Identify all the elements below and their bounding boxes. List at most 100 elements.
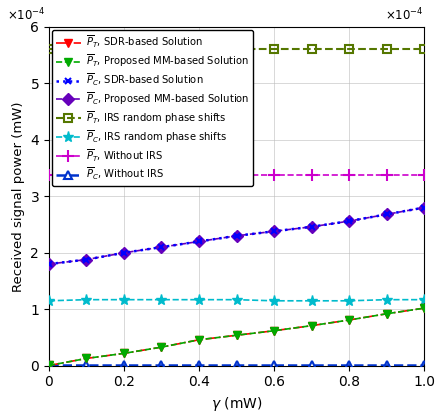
$\overline{P}_T$, Without IRS	[271, 172, 277, 177]
$\overline{P}_C$, IRS random phase shifts	[121, 297, 126, 302]
$\overline{P}_T$, Without IRS	[234, 172, 239, 177]
Line: $\overline{P}_C$, IRS random phase shifts: $\overline{P}_C$, IRS random phase shift…	[43, 294, 430, 306]
$\overline{P}_T$, SDR-based Solution	[196, 337, 202, 342]
$\overline{P}_C$, IRS random phase shifts	[347, 298, 352, 303]
$\overline{P}_T$, IRS random phase shifts	[234, 47, 239, 52]
$\overline{P}_C$, Proposed MM-based Solution	[121, 250, 126, 255]
$\overline{P}_C$, IRS random phase shifts	[309, 298, 314, 303]
$\overline{P}_T$, Without IRS	[84, 172, 89, 177]
Line: $\overline{P}_T$, IRS random phase shifts: $\overline{P}_T$, IRS random phase shift…	[45, 45, 428, 53]
Line: $\overline{P}_C$, Proposed MM-based Solution: $\overline{P}_C$, Proposed MM-based Solu…	[45, 203, 428, 268]
$\overline{P}_T$, Proposed MM-based Solution	[347, 318, 352, 323]
$\overline{P}_C$, Without IRS	[271, 362, 277, 367]
$\overline{P}_C$, Proposed MM-based Solution	[347, 219, 352, 224]
$\overline{P}_T$, Without IRS	[46, 172, 52, 177]
Text: $\times10^{-4}$: $\times10^{-4}$	[385, 7, 424, 24]
$\overline{P}_C$, Without IRS	[309, 362, 314, 367]
$\overline{P}_C$, Proposed MM-based Solution	[46, 262, 52, 267]
$\overline{P}_T$, IRS random phase shifts	[159, 47, 164, 52]
$\overline{P}_C$, Proposed MM-based Solution	[384, 212, 389, 217]
$\overline{P}_T$, SDR-based Solution	[421, 306, 427, 311]
$\overline{P}_T$, Without IRS	[347, 172, 352, 177]
$\overline{P}_C$, Proposed MM-based Solution	[159, 244, 164, 249]
Line: $\overline{P}_T$, SDR-based Solution: $\overline{P}_T$, SDR-based Solution	[45, 304, 428, 369]
$\overline{P}_T$, IRS random phase shifts	[421, 47, 427, 52]
$\overline{P}_T$, Proposed MM-based Solution	[421, 306, 427, 311]
Line: $\overline{P}_C$, Without IRS: $\overline{P}_C$, Without IRS	[45, 360, 428, 369]
$\overline{P}_C$, SDR-based Solution	[159, 244, 164, 249]
$\overline{P}_C$, Proposed MM-based Solution	[84, 257, 89, 262]
$\overline{P}_C$, SDR-based Solution	[384, 212, 389, 217]
$\overline{P}_C$, Proposed MM-based Solution	[234, 233, 239, 238]
$\overline{P}_T$, SDR-based Solution	[234, 333, 239, 338]
$\overline{P}_T$, SDR-based Solution	[347, 318, 352, 323]
$\overline{P}_T$, SDR-based Solution	[384, 311, 389, 316]
$\overline{P}_T$, IRS random phase shifts	[347, 47, 352, 52]
Text: $\times10^{-4}$: $\times10^{-4}$	[7, 7, 45, 24]
$\overline{P}_C$, SDR-based Solution	[121, 250, 126, 255]
X-axis label: $\gamma$ (mW): $\gamma$ (mW)	[211, 395, 262, 413]
$\overline{P}_T$, Proposed MM-based Solution	[309, 323, 314, 328]
$\overline{P}_T$, IRS random phase shifts	[196, 47, 202, 52]
$\overline{P}_T$, Proposed MM-based Solution	[46, 363, 52, 368]
$\overline{P}_C$, IRS random phase shifts	[159, 297, 164, 302]
$\overline{P}_C$, IRS random phase shifts	[84, 297, 89, 302]
$\overline{P}_T$, IRS random phase shifts	[121, 47, 126, 52]
$\overline{P}_C$, SDR-based Solution	[347, 219, 352, 224]
$\overline{P}_T$, SDR-based Solution	[159, 345, 164, 350]
$\overline{P}_C$, Without IRS	[196, 362, 202, 367]
$\overline{P}_C$, SDR-based Solution	[46, 262, 52, 267]
Line: $\overline{P}_T$, Proposed MM-based Solution: $\overline{P}_T$, Proposed MM-based Solu…	[45, 304, 428, 369]
$\overline{P}_T$, Proposed MM-based Solution	[234, 333, 239, 338]
Line: $\overline{P}_T$, Without IRS: $\overline{P}_T$, Without IRS	[43, 169, 430, 180]
$\overline{P}_C$, Proposed MM-based Solution	[271, 229, 277, 234]
Legend: $\overline{P}_T$, SDR-based Solution, $\overline{P}_T$, Proposed MM-based Soluti: $\overline{P}_T$, SDR-based Solution, $\…	[52, 30, 253, 186]
$\overline{P}_C$, Without IRS	[347, 362, 352, 367]
$\overline{P}_T$, SDR-based Solution	[271, 328, 277, 333]
$\overline{P}_C$, SDR-based Solution	[84, 257, 89, 262]
$\overline{P}_C$, Proposed MM-based Solution	[196, 239, 202, 244]
$\overline{P}_C$, IRS random phase shifts	[234, 297, 239, 302]
$\overline{P}_C$, Without IRS	[159, 362, 164, 367]
$\overline{P}_C$, SDR-based Solution	[196, 239, 202, 244]
Y-axis label: Received signal power (mW): Received signal power (mW)	[12, 101, 25, 291]
$\overline{P}_C$, SDR-based Solution	[234, 233, 239, 238]
$\overline{P}_T$, Without IRS	[384, 172, 389, 177]
$\overline{P}_T$, IRS random phase shifts	[271, 47, 277, 52]
$\overline{P}_T$, IRS random phase shifts	[46, 47, 52, 52]
$\overline{P}_T$, Proposed MM-based Solution	[196, 337, 202, 342]
$\overline{P}_T$, Proposed MM-based Solution	[159, 345, 164, 350]
$\overline{P}_T$, IRS random phase shifts	[384, 47, 389, 52]
$\overline{P}_T$, Proposed MM-based Solution	[121, 351, 126, 356]
$\overline{P}_C$, IRS random phase shifts	[46, 298, 52, 303]
$\overline{P}_T$, Without IRS	[421, 172, 427, 177]
$\overline{P}_C$, Without IRS	[234, 362, 239, 367]
$\overline{P}_T$, Without IRS	[196, 172, 202, 177]
$\overline{P}_C$, Without IRS	[84, 362, 89, 367]
$\overline{P}_C$, Without IRS	[384, 362, 389, 367]
$\overline{P}_T$, IRS random phase shifts	[84, 47, 89, 52]
$\overline{P}_T$, Without IRS	[159, 172, 164, 177]
$\overline{P}_T$, Proposed MM-based Solution	[384, 311, 389, 316]
$\overline{P}_T$, Without IRS	[309, 172, 314, 177]
$\overline{P}_C$, IRS random phase shifts	[384, 297, 389, 302]
$\overline{P}_C$, SDR-based Solution	[421, 205, 427, 210]
$\overline{P}_C$, Without IRS	[121, 362, 126, 367]
$\overline{P}_C$, Without IRS	[46, 362, 52, 367]
$\overline{P}_C$, Proposed MM-based Solution	[309, 224, 314, 229]
$\overline{P}_C$, Without IRS	[421, 362, 427, 367]
$\overline{P}_T$, SDR-based Solution	[46, 363, 52, 368]
$\overline{P}_T$, Without IRS	[121, 172, 126, 177]
$\overline{P}_T$, SDR-based Solution	[84, 356, 89, 361]
$\overline{P}_C$, SDR-based Solution	[271, 229, 277, 234]
$\overline{P}_C$, IRS random phase shifts	[421, 297, 427, 302]
$\overline{P}_C$, IRS random phase shifts	[271, 298, 277, 303]
$\overline{P}_C$, SDR-based Solution	[309, 224, 314, 229]
$\overline{P}_T$, SDR-based Solution	[121, 351, 126, 356]
$\overline{P}_T$, Proposed MM-based Solution	[84, 356, 89, 361]
Line: $\overline{P}_C$, SDR-based Solution: $\overline{P}_C$, SDR-based Solution	[46, 204, 427, 268]
$\overline{P}_C$, IRS random phase shifts	[196, 297, 202, 302]
$\overline{P}_T$, Proposed MM-based Solution	[271, 328, 277, 333]
$\overline{P}_T$, IRS random phase shifts	[309, 47, 314, 52]
$\overline{P}_T$, SDR-based Solution	[309, 323, 314, 328]
